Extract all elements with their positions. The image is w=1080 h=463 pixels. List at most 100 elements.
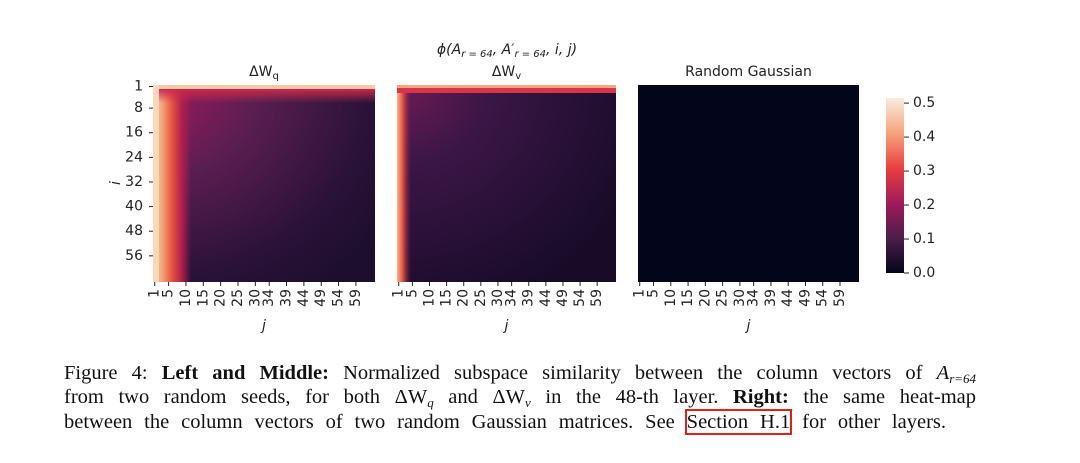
subscript: r = 64 [514,49,546,60]
x-tick-label: 54 [572,289,588,307]
colorbar-tick-label: 0.2 [913,197,935,213]
math: r=64 [949,371,977,386]
x-tick-label: 10 [663,289,679,307]
x-tick-label: 1 [147,289,163,298]
math: ΔWq [394,386,434,410]
colorbar-tick-label: 0.1 [913,231,935,247]
x-label: j [503,318,509,334]
x-tick-label: 54 [331,289,347,307]
y-tick-label: 48 [125,223,143,239]
y-tick-label: 24 [125,149,143,165]
x-tick-label: 5 [161,289,177,298]
x-tick-label: 10 [178,289,194,307]
x-tick-label: 20 [213,289,229,307]
x-tick-label: 49 [797,289,813,307]
heatmap [153,85,375,282]
subscript: q [273,71,279,82]
x-tick-label: 15 [195,289,211,307]
x-tick-label: 59 [348,289,364,307]
x-tick-label: 30 [247,289,263,307]
caption-text: and [448,386,478,408]
colorbar [886,98,904,273]
title-text: ΔW [492,64,516,80]
caption-text: for other layers. [802,411,946,433]
y-tick-label: 40 [125,199,143,215]
x-tick-label: 34 [261,289,277,307]
math: Ar=64 [936,362,977,386]
title-text: ϕ(A [437,42,461,58]
x-tick-label: 15 [680,289,696,307]
caption-line: Figure 4: Left and Middle: Normalized su… [64,361,976,385]
panel-title: Random Gaussian [685,64,812,80]
x-tick-label: 10 [422,289,438,307]
colorbar-tick-label: 0.5 [913,95,935,111]
x-tick-label: 25 [715,289,731,307]
caption-line: from two random seeds, for both ΔWq and … [64,385,976,409]
link[interactable]: Section H.1 [684,409,793,435]
panel-title: ΔWq [249,64,279,82]
x-tick-label: 25 [230,289,246,307]
caption-text: from two random seeds, for both [64,386,381,408]
x-tick-label: 59 [832,289,848,307]
caption-line: between the column vectors of two random… [64,409,946,435]
title-text: , i, j) [546,42,577,58]
x-tick-label: 20 [697,289,713,307]
math: A [936,362,950,384]
title-text: Random Gaussian [685,64,812,80]
heatmap [397,85,616,282]
title-text: ΔW [249,64,273,80]
x-tick-label: 20 [456,289,472,307]
x-tick-label: 44 [780,289,796,307]
heatmap [638,85,859,282]
colorbar-tick-label: 0.3 [913,163,935,179]
x-tick-label: 39 [763,289,779,307]
x-tick-label: 59 [589,289,605,307]
caption-bold: Right: [733,386,789,408]
panel-title: ΔWv [492,64,521,82]
y-tick-label: 32 [125,174,143,190]
x-tick-label: 1 [632,289,648,298]
x-tick-label: 39 [521,289,537,307]
colorbar-tick-label: 0.4 [913,129,935,145]
subscript: v [515,71,521,82]
suptitle: ϕ(Ar = 64, A′r = 64, i, j) [437,42,577,60]
title-text: , A′ [493,42,515,58]
caption-text: Normalized subspace similarity between t… [343,362,923,384]
colorbar-tick-label: 0.0 [913,265,935,281]
x-tick-label: 44 [538,289,554,307]
caption-text: between the column vectors of two random… [64,411,675,433]
math: v [525,395,531,410]
y-tick-label: 16 [125,125,143,141]
x-tick-label: 39 [279,289,295,307]
subscript: r = 64 [461,49,493,60]
y-label: i [108,181,124,185]
caption-text: Figure 4: [64,362,148,384]
x-tick-label: 5 [404,289,420,298]
x-tick-label: 30 [732,289,748,307]
x-tick-label: 49 [555,289,571,307]
y-tick-label: 56 [125,248,143,264]
caption-text: the same heat-map [803,386,977,408]
x-tick-label: 30 [490,289,506,307]
x-tick-label: 54 [815,289,831,307]
x-tick-label: 15 [439,289,455,307]
x-tick-label: 1 [391,289,407,298]
x-tick-label: 25 [473,289,489,307]
caption-bold: Left and Middle: [161,362,329,384]
x-label: j [745,318,751,334]
x-tick-label: 49 [313,289,329,307]
y-tick-label: 8 [134,100,143,116]
math: ΔW [492,386,526,408]
math: ΔWv [492,386,531,410]
x-tick-label: 34 [746,289,762,307]
x-tick-label: 34 [504,289,520,307]
x-tick-label: 5 [646,289,662,298]
math: ΔW [394,386,428,408]
math: q [427,395,434,410]
y-tick-label: 1 [134,79,143,95]
x-tick-label: 44 [296,289,312,307]
x-label: j [260,318,266,334]
caption-text: in the 48-th layer. [545,386,719,408]
